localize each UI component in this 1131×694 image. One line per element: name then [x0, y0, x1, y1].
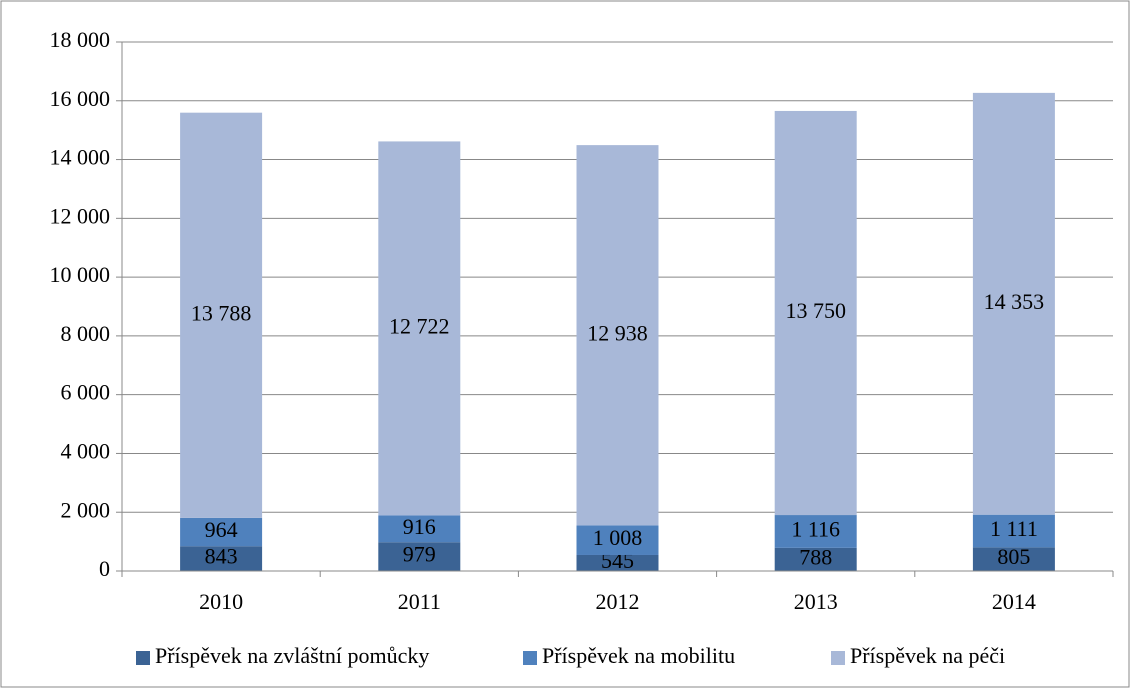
y-tick-label: 10 000: [50, 262, 111, 287]
bar-segment: [774, 110, 857, 516]
bar-segment: [576, 554, 659, 571]
y-tick-label: 6 000: [61, 380, 111, 405]
data-label: 13 788: [191, 300, 252, 325]
bar-segment: [576, 145, 659, 526]
legend-swatch: [523, 651, 537, 665]
data-label: 843: [205, 544, 238, 569]
bar-segment: [774, 515, 857, 548]
bar-segment: [972, 547, 1055, 571]
data-label: 788: [799, 544, 832, 569]
bar-segment: [774, 547, 857, 571]
data-label: 14 353: [984, 289, 1045, 314]
y-tick-label: 2 000: [61, 497, 111, 522]
data-label: 12 938: [587, 320, 648, 345]
bar-segment: [378, 141, 461, 516]
legend-label: Příspěvek na zvláštní pomůcky: [155, 643, 429, 668]
data-label: 805: [997, 544, 1030, 569]
bar-segment: [972, 514, 1055, 548]
x-tick-label: 2013: [794, 589, 838, 614]
y-tick-label: 12 000: [50, 203, 111, 228]
legend-label: Příspěvek na péči: [850, 643, 1005, 668]
y-tick-label: 4 000: [61, 438, 111, 463]
bar-segment: [378, 515, 461, 543]
y-tick-label: 0: [99, 556, 110, 581]
bar-segment: [180, 517, 263, 547]
data-label: 12 722: [389, 313, 450, 338]
y-tick-label: 16 000: [50, 86, 111, 111]
data-label: 1 008: [593, 525, 643, 550]
data-label: 916: [403, 514, 436, 539]
data-label: 979: [403, 542, 436, 567]
data-label: 1 111: [990, 516, 1038, 541]
y-tick-label: 18 000: [50, 27, 111, 52]
x-tick-label: 2012: [596, 589, 640, 614]
x-tick-label: 2014: [992, 589, 1036, 614]
y-tick-label: 8 000: [61, 321, 111, 346]
bar-segment: [378, 542, 461, 571]
bar-segment: [180, 546, 263, 571]
y-tick-label: 14 000: [50, 145, 111, 170]
data-label: 1 116: [791, 516, 840, 541]
x-tick-label: 2011: [398, 589, 441, 614]
bar-segment: [576, 525, 659, 555]
bar-segment: [972, 92, 1055, 515]
data-label: 964: [205, 517, 238, 542]
x-tick-label: 2010: [199, 589, 243, 614]
legend-swatch: [136, 651, 150, 665]
data-label: 13 750: [785, 298, 846, 323]
legend-label: Příspěvek na mobilitu: [542, 643, 735, 668]
bar-segment: [180, 112, 263, 518]
legend-swatch: [831, 651, 845, 665]
